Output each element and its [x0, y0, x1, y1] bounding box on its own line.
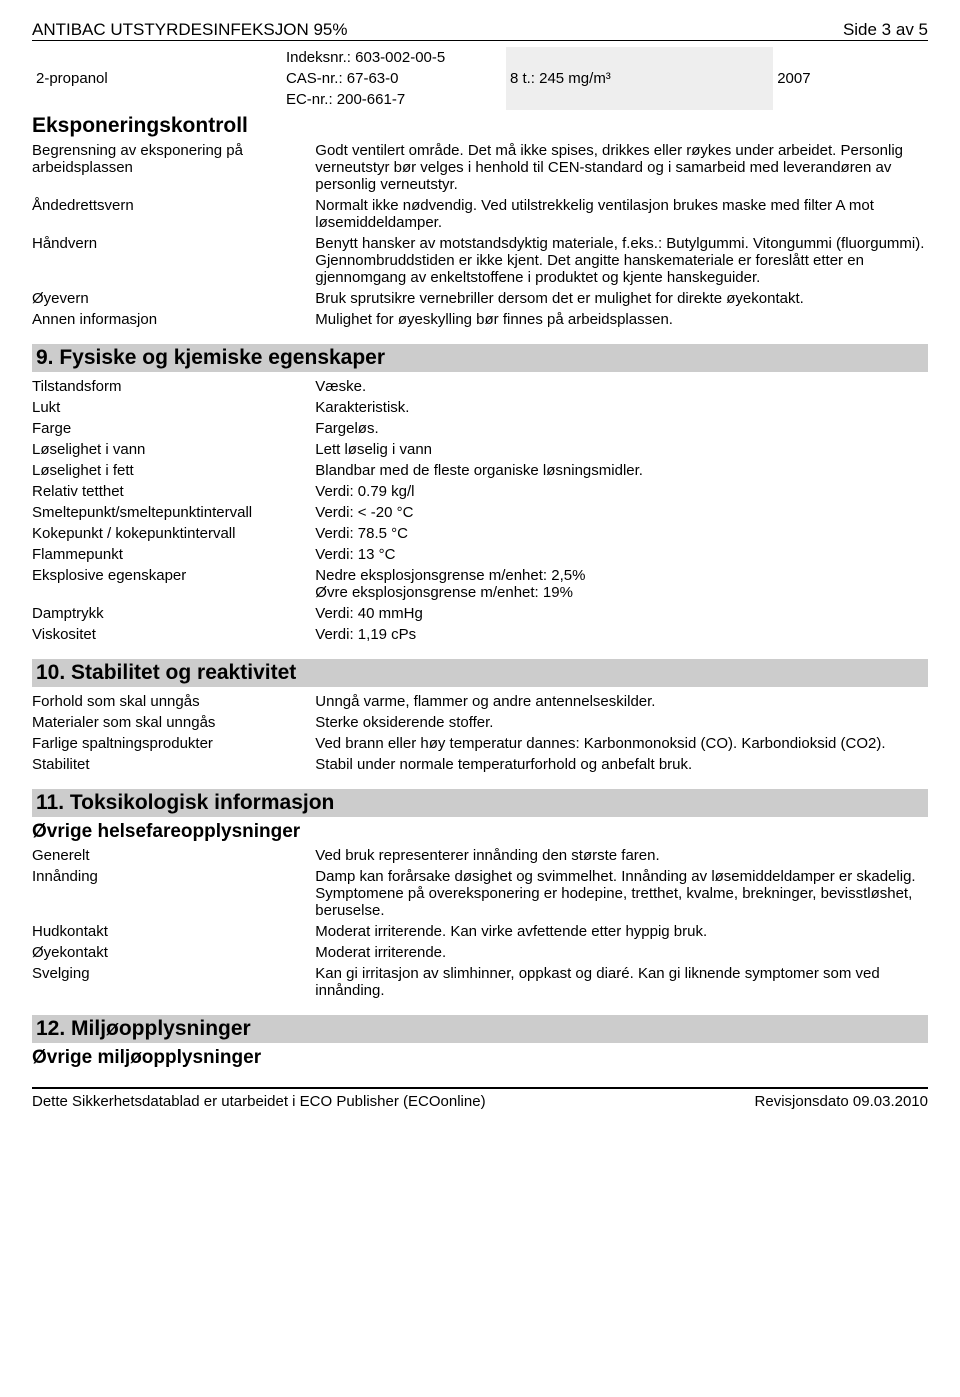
section10-rows: Forhold som skal unngåsUnngå varme, flam…	[32, 691, 928, 775]
row-label: Relativ tetthet	[32, 483, 315, 500]
section12-subheading: Øvrige miljøopplysninger	[32, 1047, 928, 1069]
row-value: Moderat irriterende.	[315, 944, 928, 961]
row-label: Kokepunkt / kokepunktintervall	[32, 525, 315, 542]
row-value: Moderat irriterende. Kan virke avfettend…	[315, 923, 928, 940]
row-label: Åndedrettsvern	[32, 197, 315, 231]
row-label: Flammepunkt	[32, 546, 315, 563]
row-value: Godt ventilert område. Det må ikke spise…	[315, 142, 928, 193]
exposure-heading: Eksponeringskontroll	[32, 114, 928, 138]
chem-id-cas: CAS-nr.: 67-63-0	[282, 68, 506, 89]
row-value: Ved bruk representerer innånding den stø…	[315, 847, 928, 864]
row-label: Damptrykk	[32, 605, 315, 622]
chem-id-index: Indeksnr.: 603-002-00-5	[282, 47, 506, 68]
row-value: Kan gi irritasjon av slimhinner, oppkast…	[315, 965, 928, 999]
row-value: Karakteristisk.	[315, 399, 928, 416]
row-value: Fargeløs.	[315, 420, 928, 437]
row-value: Ved brann eller høy temperatur dannes: K…	[315, 735, 928, 752]
row-label: Eksplosive egenskaper	[32, 567, 315, 601]
row-value: Benytt hansker av motstandsdyktig materi…	[315, 235, 928, 286]
row-value: Verdi: 78.5 °C	[315, 525, 928, 542]
page-header: ANTIBAC UTSTYRDESINFEKSJON 95% Side 3 av…	[32, 20, 928, 41]
row-value: Verdi: 13 °C	[315, 546, 928, 563]
row-label: Hudkontakt	[32, 923, 315, 940]
document-title: ANTIBAC UTSTYRDESINFEKSJON 95%	[32, 20, 348, 40]
row-label: Begrensning av eksponering på arbeidspla…	[32, 142, 315, 193]
row-value: Stabil under normale temperaturforhold o…	[315, 756, 928, 773]
chemical-table: Indeksnr.: 603-002-00-5 2-propanol CAS-n…	[32, 47, 928, 110]
row-value: Unngå varme, flammer og andre antennelse…	[315, 693, 928, 710]
row-value: Væske.	[315, 378, 928, 395]
row-value: Normalt ikke nødvendig. Ved utilstrekkel…	[315, 197, 928, 231]
row-value: Nedre eksplosjonsgrense m/enhet: 2,5% Øv…	[315, 567, 928, 601]
row-value: Bruk sprutsikre vernebriller dersom det …	[315, 290, 928, 307]
row-label: Tilstandsform	[32, 378, 315, 395]
row-label: Øyevern	[32, 290, 315, 307]
section9-rows: TilstandsformVæske. LuktKarakteristisk. …	[32, 376, 928, 645]
chem-limit: 8 t.: 245 mg/m³	[506, 68, 773, 89]
section10-heading: 10. Stabilitet og reaktivitet	[32, 659, 928, 687]
row-value: Mulighet for øyeskylling bør finnes på a…	[315, 311, 928, 328]
row-value: Lett løselig i vann	[315, 441, 928, 458]
footer-right: Revisjonsdato 09.03.2010	[755, 1093, 928, 1110]
row-label: Løselighet i vann	[32, 441, 315, 458]
row-label: Materialer som skal unngås	[32, 714, 315, 731]
section11-subheading: Øvrige helsefareopplysninger	[32, 821, 928, 843]
row-label: Svelging	[32, 965, 315, 999]
row-label: Lukt	[32, 399, 315, 416]
row-label: Farge	[32, 420, 315, 437]
row-value: Verdi: 0.79 kg/l	[315, 483, 928, 500]
section12-heading: 12. Miljøopplysninger	[32, 1015, 928, 1043]
section9-heading: 9. Fysiske og kjemiske egenskaper	[32, 344, 928, 372]
row-label: Stabilitet	[32, 756, 315, 773]
row-label: Farlige spaltningsprodukter	[32, 735, 315, 752]
footer-left: Dette Sikkerhetsdatablad er utarbeidet i…	[32, 1093, 486, 1110]
row-label: Innånding	[32, 868, 315, 919]
chem-year: 2007	[773, 68, 928, 89]
row-value: Damp kan forårsake døsighet og svimmelhe…	[315, 868, 928, 919]
page-indicator: Side 3 av 5	[843, 20, 928, 40]
row-label: Generelt	[32, 847, 315, 864]
section11-heading: 11. Toksikologisk informasjon	[32, 789, 928, 817]
row-label: Øyekontakt	[32, 944, 315, 961]
row-label: Forhold som skal unngås	[32, 693, 315, 710]
row-label: Løselighet i fett	[32, 462, 315, 479]
chem-name: 2-propanol	[32, 68, 282, 89]
page-footer: Dette Sikkerhetsdatablad er utarbeidet i…	[32, 1087, 928, 1110]
row-value: Verdi: 1,19 cPs	[315, 626, 928, 643]
row-label: Annen informasjon	[32, 311, 315, 328]
section11-rows: GenereltVed bruk representerer innånding…	[32, 845, 928, 1001]
exposure-rows: Begrensning av eksponering på arbeidspla…	[32, 140, 928, 330]
row-label: Håndvern	[32, 235, 315, 286]
chem-id-ec: EC-nr.: 200-661-7	[282, 89, 506, 110]
row-value: Verdi: 40 mmHg	[315, 605, 928, 622]
row-value: Blandbar med de fleste organiske løsning…	[315, 462, 928, 479]
row-label: Viskositet	[32, 626, 315, 643]
row-value: Verdi: < -20 °C	[315, 504, 928, 521]
row-value: Sterke oksiderende stoffer.	[315, 714, 928, 731]
row-label: Smeltepunkt/smeltepunktintervall	[32, 504, 315, 521]
